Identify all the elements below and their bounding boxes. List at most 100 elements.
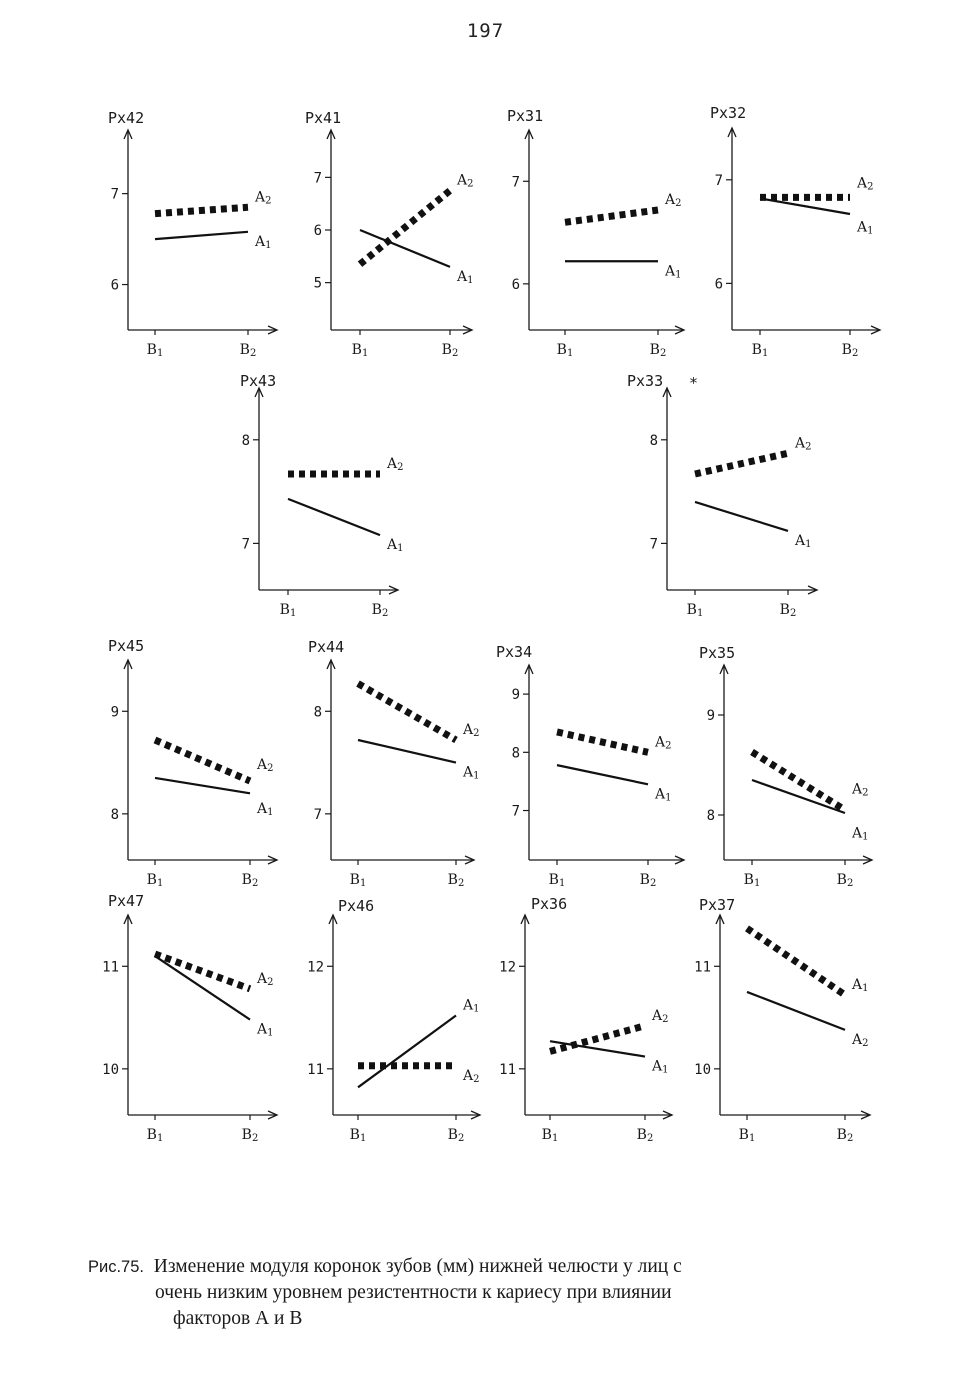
x-tick-label: B2 [242,872,259,889]
x-axis-arrow [267,855,279,865]
series-label-a1: A1 [254,234,272,251]
y-tick-label: 7 [314,170,322,186]
x-tick-label: B2 [372,602,389,619]
x-tick-label: B2 [448,1127,465,1144]
x-tick-label: B2 [650,342,667,359]
series-label-a2: A2 [256,757,274,774]
series-label-a2: A2 [256,971,274,988]
x-axis-arrow [862,855,874,865]
series-label-a2: A2 [386,456,404,473]
x-tick-label: B1 [744,872,761,889]
chart-title: Px37 [699,896,735,914]
x-tick-label: B1 [549,872,566,889]
y-axis-arrow [524,128,534,140]
series-line-a2 [750,749,847,813]
x-axis-arrow [462,325,474,335]
series-label-a2: A2 [254,189,272,206]
x-axis-arrow [860,1110,872,1120]
chart-title: Px42 [108,109,144,127]
series-line-a2 [357,187,453,267]
series-label-a1: A1 [256,801,274,818]
y-tick-label: 7 [650,536,658,552]
y-tick-label: 8 [512,745,520,761]
y-axis-arrow [715,913,725,925]
series-label-a2: A2 [651,1008,669,1025]
x-axis-arrow [662,1110,674,1120]
chart-panel-px41: Px41 5 6 7 B1 B2 A2 A1 [305,109,474,359]
y-tick-label: 8 [650,433,658,449]
x-tick-label: B2 [442,342,459,359]
y-axis-arrow [727,126,737,138]
figure-caption: Рис.75. Изменение модуля коронок зубов (… [88,1254,888,1332]
y-tick-label: 7 [111,187,119,203]
y-tick-label: 11 [102,959,119,975]
series-line-a2 [153,950,252,993]
chart-panel-px35: Px35 8 9 B1 B2 A2 A1 [699,644,874,889]
chart-title: Px41 [305,109,341,127]
series-line-a1 [745,925,847,998]
x-axis-arrow [267,325,279,335]
series-line-a1 [751,778,846,815]
x-axis-arrow [870,325,882,335]
chart-title: Px46 [338,897,374,915]
y-tick-label: 12 [307,959,324,975]
series-line-a1 [357,738,457,764]
series-line-a2 [549,1022,646,1055]
chart-title: Px34 [496,643,532,661]
x-tick-label: B1 [352,342,369,359]
y-tick-label: 6 [111,278,119,294]
significance-marker: * [689,374,698,392]
y-tick-label: 8 [111,807,119,823]
series-label-a2: A2 [456,173,474,190]
series-label-a1: A1 [856,220,874,237]
chart-title: Px35 [699,644,735,662]
chart-title: Px45 [108,637,144,655]
series-line-a2 [153,736,252,785]
series-label-a1: A1 [851,977,869,994]
series-label-a1: A1 [256,1022,274,1039]
y-axis-arrow [662,386,672,398]
y-tick-label: 5 [314,276,322,292]
y-axis-arrow [123,913,133,925]
y-tick-label: 8 [314,704,322,720]
chart-title: Px43 [240,372,276,390]
series-label-a1: A1 [386,537,404,554]
x-tick-label: B1 [542,1127,559,1144]
series-label-a2: A2 [794,435,812,452]
series-label-a1: A1 [664,263,682,280]
chart-panel-px46: Px46 11 12 B1 B2 A1 A2 [307,897,482,1144]
chart-title: Px47 [108,892,144,910]
series-line-a1 [759,197,851,216]
y-axis-arrow [123,658,133,670]
chart-panel-px34: Px34 7 8 9 B1 B2 A2 A1 [496,643,686,889]
series-label-a2: A2 [856,176,874,193]
series-label-a1: A1 [456,269,474,286]
series-line-a1 [154,230,249,241]
y-tick-label: 6 [314,223,322,239]
x-tick-label: B1 [350,872,367,889]
x-axis-arrow [464,855,476,865]
page-number: 197 [466,20,505,42]
series-label-a2: A2 [462,722,480,739]
x-tick-label: B1 [687,602,704,619]
series-label-a1: A1 [462,765,480,782]
y-tick-label: 7 [512,174,520,190]
y-tick-label: 7 [715,173,723,189]
y-tick-label: 11 [499,1062,516,1078]
x-tick-label: B1 [557,342,574,359]
y-axis-arrow [719,663,729,675]
chart-title: Px36 [531,895,567,913]
series-label-a1: A1 [851,826,869,843]
x-tick-label: B2 [837,1127,854,1144]
y-axis-arrow [520,913,530,925]
x-tick-label: B1 [147,872,164,889]
chart-panel-px36: Px36 11 12 B1 B2 A2 A1 [499,895,674,1144]
y-tick-label: 6 [512,277,520,293]
x-tick-label: B1 [350,1127,367,1144]
y-tick-label: 7 [512,804,520,820]
series-label-a2: A2 [851,1032,869,1049]
y-axis-arrow [328,913,338,925]
series-line-a1 [694,500,789,533]
x-axis-arrow [388,585,400,595]
